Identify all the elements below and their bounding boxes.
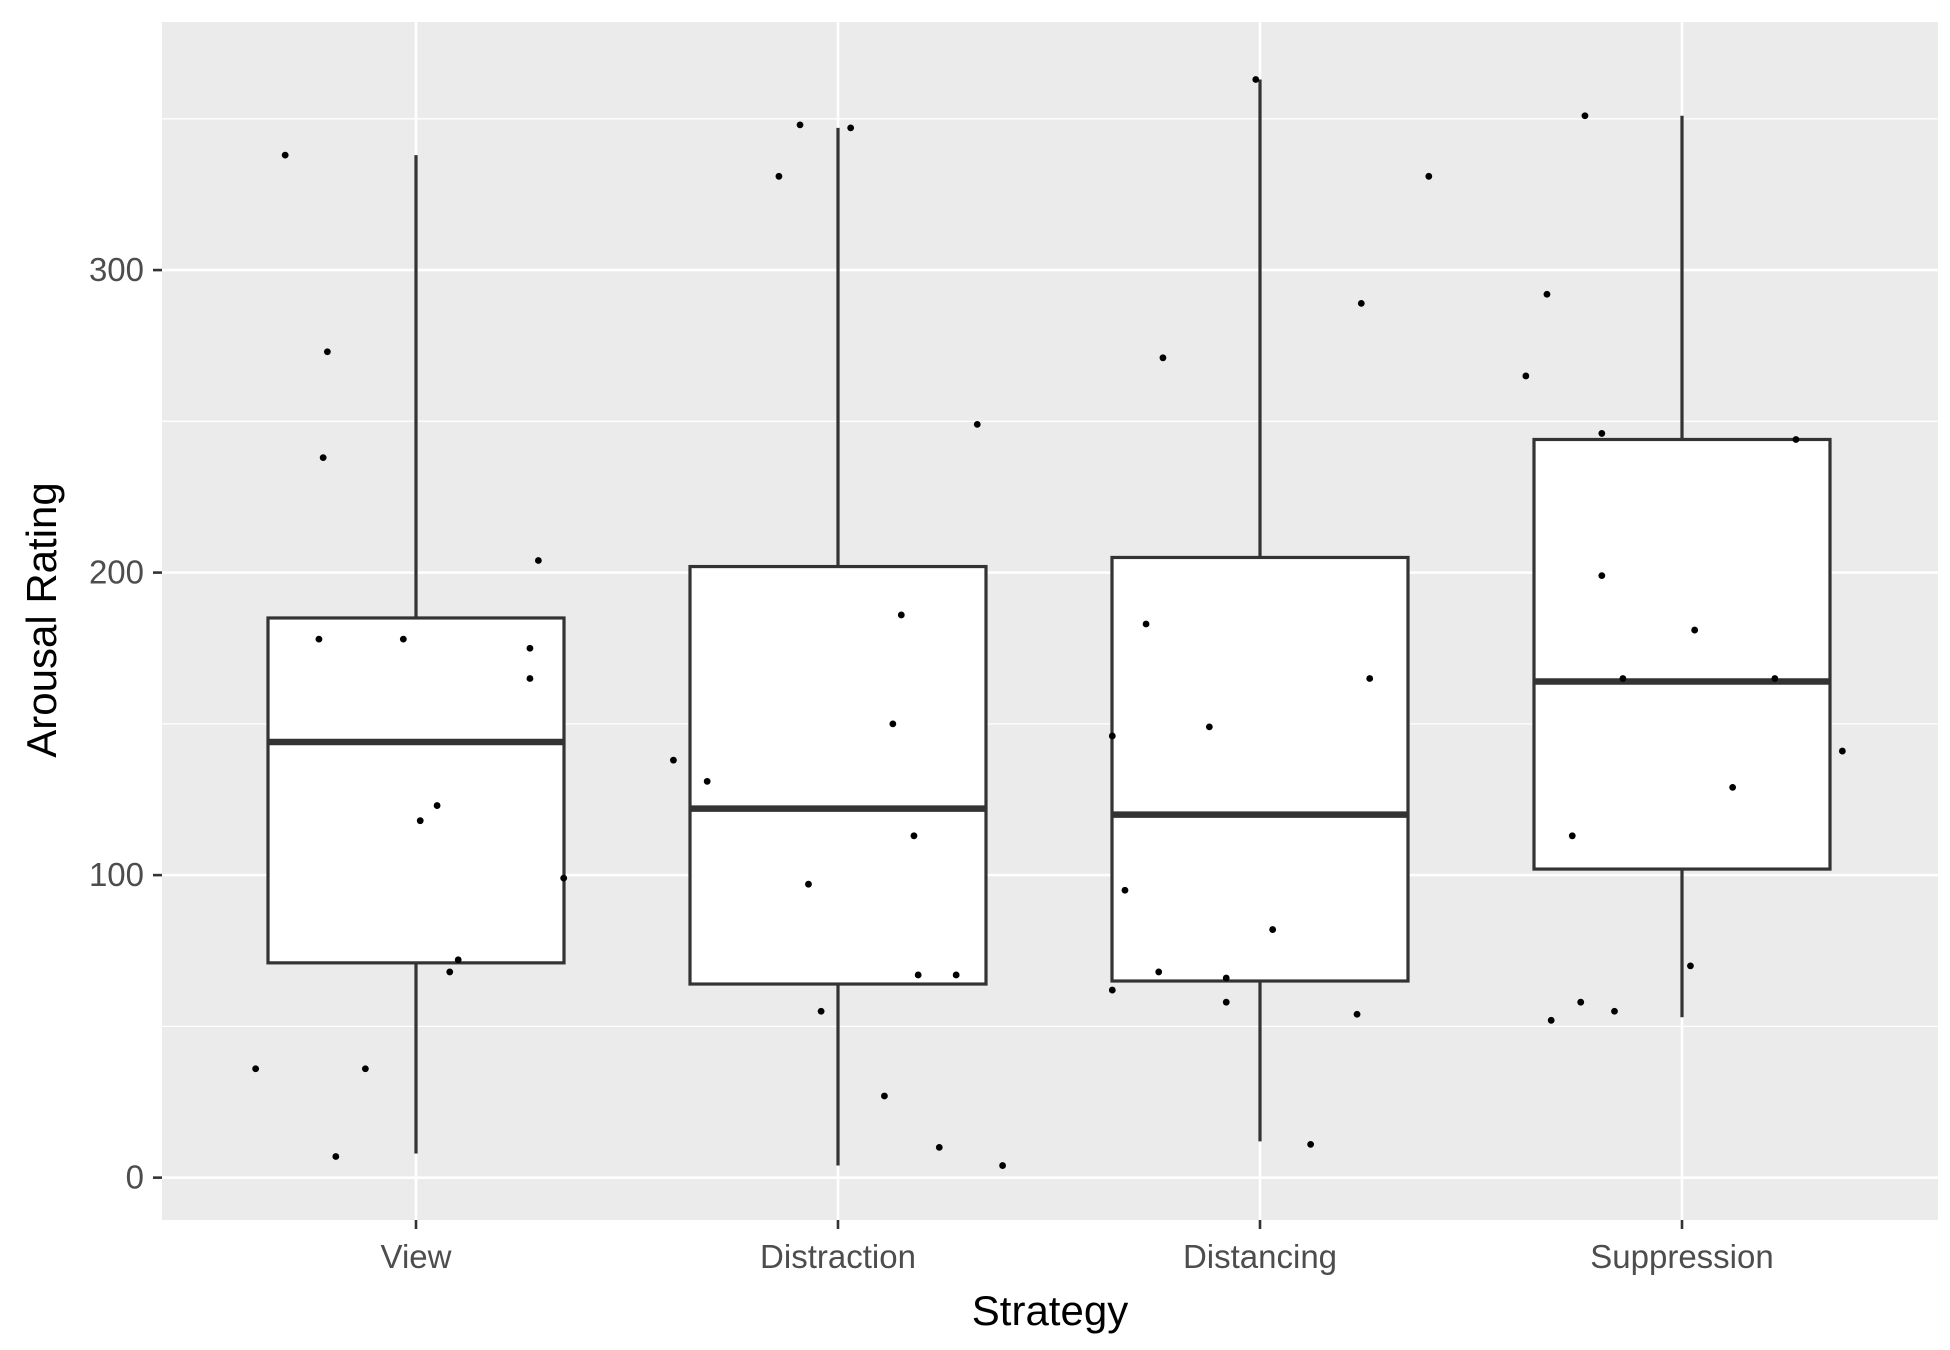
box-iqr: [688, 564, 988, 986]
data-point: [1619, 675, 1627, 682]
y-tick-label: 200: [89, 554, 144, 591]
data-point: [1108, 732, 1116, 740]
data-point: [1547, 1016, 1555, 1024]
data-point: [1687, 962, 1694, 970]
data-point: [1252, 76, 1260, 83]
boxes-layer: [266, 79, 1832, 1166]
data-point: [1568, 832, 1576, 840]
data-point: [252, 1065, 260, 1073]
data-point: [1577, 998, 1585, 1006]
data-point: [703, 777, 711, 785]
data-point: [805, 880, 812, 888]
data-point: [1205, 723, 1213, 731]
data-point: [534, 557, 542, 564]
data-point: [399, 635, 407, 643]
box-view: [266, 155, 566, 1154]
data-point: [526, 675, 534, 682]
x-tick-label: Suppression: [1590, 1238, 1773, 1275]
box-iqr: [266, 616, 566, 965]
box-distraction: [688, 127, 988, 1166]
data-point: [446, 968, 454, 976]
x-tick-label: Distancing: [1183, 1238, 1337, 1275]
data-point: [1771, 675, 1779, 682]
data-point: [910, 832, 918, 840]
data-point: [817, 1007, 825, 1015]
x-axis-title: Strategy: [972, 1287, 1128, 1334]
data-point: [897, 611, 905, 619]
box-iqr: [1110, 555, 1410, 983]
data-point: [1611, 1007, 1618, 1015]
data-point: [1222, 974, 1230, 982]
x-tick-label: View: [381, 1238, 452, 1275]
data-point: [952, 971, 960, 979]
y-tick-label: 0: [126, 1159, 144, 1196]
data-point: [1121, 886, 1129, 894]
points-layer: [252, 76, 1846, 1169]
data-point: [454, 956, 462, 964]
box-iqr: [1532, 437, 1832, 871]
data-point: [315, 635, 323, 643]
y-axis: 0 100 200 300: [89, 251, 162, 1196]
data-point: [889, 720, 897, 728]
data-point: [973, 420, 981, 428]
data-point: [1366, 675, 1374, 682]
data-point: [1222, 998, 1230, 1006]
data-point: [416, 817, 424, 825]
data-point: [281, 151, 289, 159]
y-tick-label: 300: [89, 251, 144, 288]
data-point: [1838, 747, 1846, 755]
data-point: [881, 1092, 888, 1100]
box-suppression: [1532, 115, 1832, 1018]
data-point: [1269, 926, 1277, 933]
data-point: [1353, 1010, 1361, 1018]
data-point: [1581, 112, 1589, 120]
data-point: [1598, 430, 1606, 437]
data-point: [526, 644, 534, 652]
data-point: [361, 1065, 369, 1073]
data-point: [914, 971, 922, 979]
y-tick-label: 100: [89, 856, 144, 893]
x-axis: View Distraction Distancing Suppression: [381, 1220, 1774, 1275]
y-axis-title: Arousal Rating: [18, 482, 65, 757]
data-point: [796, 121, 804, 129]
data-point: [1522, 372, 1530, 380]
data-point: [999, 1162, 1006, 1169]
data-point: [1307, 1140, 1315, 1148]
data-point: [433, 802, 441, 809]
data-point: [1543, 290, 1551, 298]
data-point: [1792, 436, 1800, 443]
data-point: [1357, 299, 1365, 307]
data-point: [1729, 783, 1737, 791]
data-point: [1425, 172, 1433, 180]
data-point: [1598, 572, 1606, 580]
box-distancing: [1110, 79, 1410, 1142]
data-point: [775, 172, 783, 180]
data-point: [1142, 620, 1150, 628]
data-point: [1691, 626, 1699, 634]
data-point: [1155, 968, 1163, 976]
data-point: [323, 348, 331, 356]
x-tick-label: Distraction: [760, 1238, 916, 1275]
data-point: [1108, 986, 1116, 994]
data-point: [935, 1143, 943, 1151]
data-point: [847, 124, 855, 132]
data-point: [1159, 354, 1167, 362]
data-point: [332, 1153, 340, 1160]
data-point: [560, 874, 568, 882]
data-point: [319, 454, 327, 462]
data-point: [670, 756, 677, 764]
